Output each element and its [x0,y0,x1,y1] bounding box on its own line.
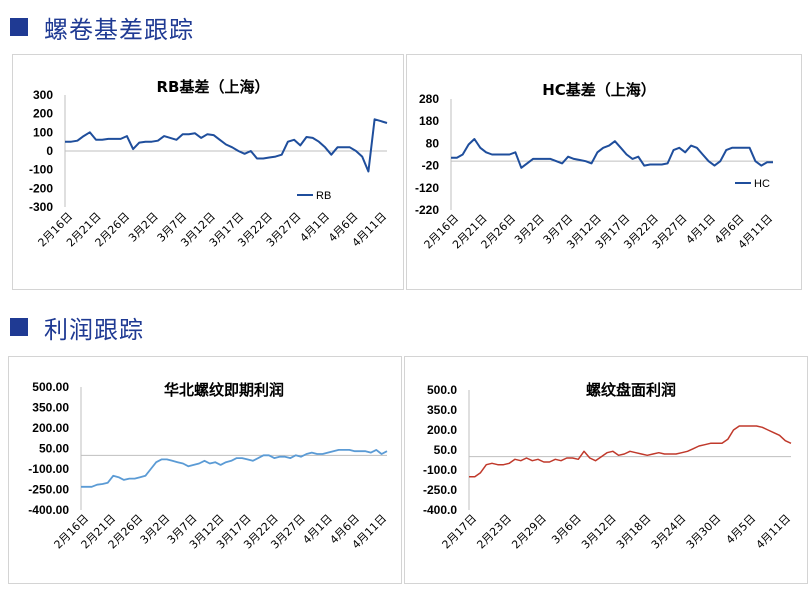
y-tick-label: 300 [33,88,53,102]
chart-panel-futures-profit: 螺纹盘面利润 500.0 350.0 200.0 50.0 -100.0 -250.0 -40… [404,356,808,584]
x-tick-label: 3月12日 [579,512,619,552]
x-tick-label: 3月18日 [614,512,654,552]
chart-futures-profit: 螺纹盘面利润 500.0 350.0 200.0 50.0 -100.0 -250.0 -40… [423,381,794,552]
y-tick-label: -100.0 [423,463,457,477]
section-title-text: 螺卷基差跟踪 [44,15,194,44]
x-tick-label: 3月2日 [126,210,161,245]
chart-panel-hc-basis: HC基差（上海） 280 180 80 -20 -120 -220 2月16日 2月21日 2月2… [406,54,802,290]
y-tick-label: -250.0 [423,483,457,497]
chart-title: 螺纹盘面利润 [586,381,676,399]
y-tick-label: -300 [29,200,53,214]
chart-title: 华北螺纹即期利润 [164,381,284,399]
chart-title: HC基差（上海） [542,81,656,99]
y-tick-label: 50.00 [39,442,69,456]
y-tick-label: -220 [415,203,439,217]
y-tick-label: 500.0 [427,383,457,397]
x-tick-label: 3月24日 [649,512,689,552]
y-tick-label: -100.00 [28,462,69,476]
chart-hc-basis: HC基差（上海）28018080-20-120-2202月16日2月21日2月2… [415,81,775,252]
x-tick-label: 3月6日 [549,512,584,547]
x-tick-label: 3月2日 [512,212,547,247]
section-title-profit: 利润跟踪 [10,312,144,344]
x-tick-label: 4月11日 [754,512,794,552]
y-tick-label: 180 [419,114,439,128]
x-tick-label: 4月1日 [297,210,332,245]
y-tick-label: 0 [46,144,53,158]
chart-rb-basis: RB基差（上海）3002001000-100-200-3002月16日2月21日… [29,78,389,250]
y-tick-label: -400.0 [423,503,457,517]
y-tick-label: -400.00 [28,503,69,517]
x-tick-label: 2月23日 [474,512,514,552]
chart-panel-north-china-spot-profit: 华北螺纹即期利润 500.00 350.00 200.00 50.00 -100.00 -2… [8,356,402,584]
section-bullet-icon [10,18,28,36]
y-tick-label: -250.00 [28,483,69,497]
y-tick-label: 500.00 [32,380,69,394]
y-tick-label: 350.0 [427,403,457,417]
section-title-basis: 螺卷基差跟踪 [10,12,194,44]
y-tick-label: -200 [29,181,53,195]
y-tick-label: -120 [415,181,439,195]
y-tick-label: 200 [33,107,53,121]
chart-north-china-spot-profit: 华北螺纹即期利润 500.00 350.00 200.00 50.00 -100.00 -2… [28,380,389,552]
section-bullet-icon [10,318,28,336]
y-tick-label: 280 [419,92,439,106]
section-title-text: 利润跟踪 [44,315,144,344]
y-tick-label: 350.00 [32,401,69,415]
x-tick-label: 4月5日 [724,512,759,547]
series-line [65,118,388,173]
y-tick-label: 200.0 [427,423,457,437]
legend-label: HC [754,178,770,190]
series-line [469,425,792,478]
y-tick-label: 200.00 [32,421,69,435]
x-tick-label: 4月1日 [683,212,718,247]
y-tick-label: 50.0 [434,443,458,457]
y-tick-label: -20 [422,159,440,173]
x-tick-label: 4月1日 [300,512,335,547]
x-tick-label: 3月2日 [138,512,173,547]
x-tick-label: 3月30日 [684,512,724,552]
x-tick-label: 2月17日 [440,512,480,552]
chart-title: RB基差（上海） [157,78,270,96]
y-tick-label: 100 [33,125,53,139]
chart-panel-rb-basis: RB基差（上海） 300 200 100 0 -100 -200 -300 2月16日 2月21日… [12,54,404,290]
series-line [451,138,773,169]
legend-label: RB [316,190,331,202]
x-tick-label: 2月29日 [509,512,549,552]
y-tick-label: -100 [29,163,53,177]
y-tick-label: 80 [426,136,440,150]
series-line [81,449,388,488]
